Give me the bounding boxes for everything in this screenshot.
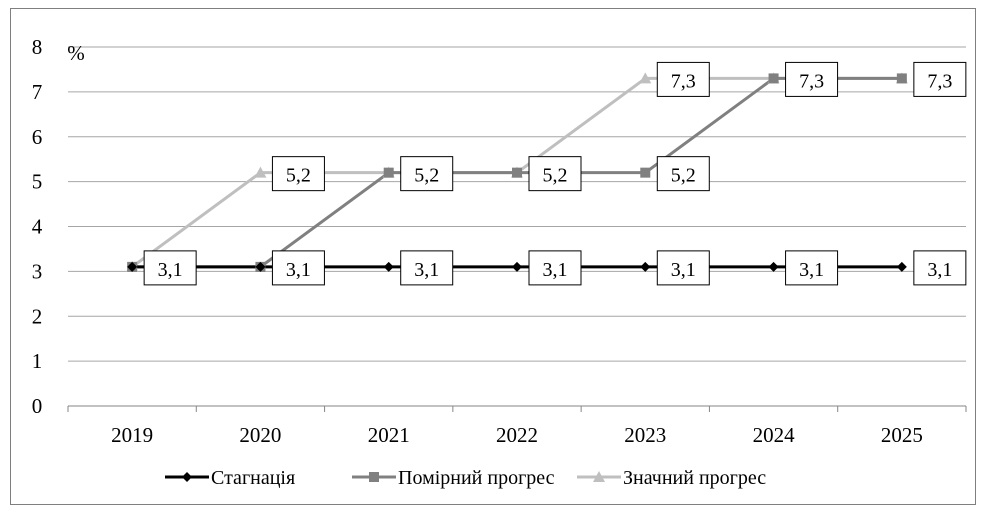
data-label-box <box>656 250 710 286</box>
data-point-marker <box>639 72 652 84</box>
y-tick-label: 7 <box>32 80 43 104</box>
y-tick-label: 0 <box>32 394 43 418</box>
data-label: 7,3 <box>927 70 952 92</box>
data-label-box <box>271 156 325 192</box>
legend-marker <box>593 471 605 482</box>
y-tick-label: 2 <box>32 304 43 328</box>
data-label-box <box>785 61 839 97</box>
data-point-marker <box>255 261 266 272</box>
x-tick-label: 2019 <box>111 423 153 447</box>
data-label: 5,2 <box>414 165 439 187</box>
legend-label: Стагнація <box>211 467 295 489</box>
data-point-marker <box>896 73 907 84</box>
data-point-marker <box>640 261 651 272</box>
data-label: 3,1 <box>799 259 824 281</box>
y-axis-unit-label: % <box>67 41 85 65</box>
data-label: 7,3 <box>799 70 824 92</box>
data-label: 3,1 <box>671 259 696 281</box>
data-label-box <box>400 250 454 286</box>
data-point-marker <box>383 261 394 272</box>
legend-marker <box>369 472 379 482</box>
legend-marker <box>182 472 192 482</box>
y-tick-label: 4 <box>32 215 43 239</box>
data-label: 5,2 <box>543 165 568 187</box>
data-point-marker <box>896 261 907 272</box>
data-point-marker <box>768 261 779 272</box>
y-tick-label: 6 <box>32 125 43 149</box>
legend-label: Значний прогрес <box>623 467 766 489</box>
data-label-box <box>913 250 967 286</box>
data-label-box <box>271 250 325 286</box>
data-label-box <box>656 156 710 192</box>
x-tick-label: 2020 <box>239 423 281 447</box>
x-tick-label: 2023 <box>624 423 666 447</box>
data-label: 3,1 <box>543 259 568 281</box>
data-point-marker <box>127 261 138 272</box>
data-label-box <box>656 61 710 97</box>
data-label: 7,3 <box>671 70 696 92</box>
data-label-box <box>528 250 582 286</box>
x-tick-label: 2024 <box>753 423 796 447</box>
data-point-marker <box>383 167 394 178</box>
data-label-box <box>528 156 582 192</box>
y-tick-label: 5 <box>32 170 43 194</box>
x-tick-label: 2025 <box>881 423 923 447</box>
data-label: 3,1 <box>158 259 183 281</box>
y-tick-label: 1 <box>32 349 43 373</box>
data-label: 3,1 <box>927 259 952 281</box>
data-label: 3,1 <box>286 259 311 281</box>
data-label-box <box>400 156 454 192</box>
data-label: 5,2 <box>671 165 696 187</box>
data-label-box <box>913 61 967 97</box>
data-label: 3,1 <box>414 259 439 281</box>
x-tick-label: 2021 <box>368 423 410 447</box>
data-point-marker <box>768 73 779 84</box>
data-point-marker <box>640 167 651 178</box>
x-tick-label: 2022 <box>496 423 538 447</box>
data-label-box <box>785 250 839 286</box>
legend-label: Помірний прогрес <box>398 467 555 489</box>
data-label: 5,2 <box>286 165 311 187</box>
data-point-marker <box>254 166 267 178</box>
data-point-marker <box>512 167 522 178</box>
y-tick-label: 3 <box>32 259 43 283</box>
data-label-box <box>143 250 197 286</box>
data-point-marker <box>512 261 522 272</box>
y-tick-label: 8 <box>32 35 43 59</box>
